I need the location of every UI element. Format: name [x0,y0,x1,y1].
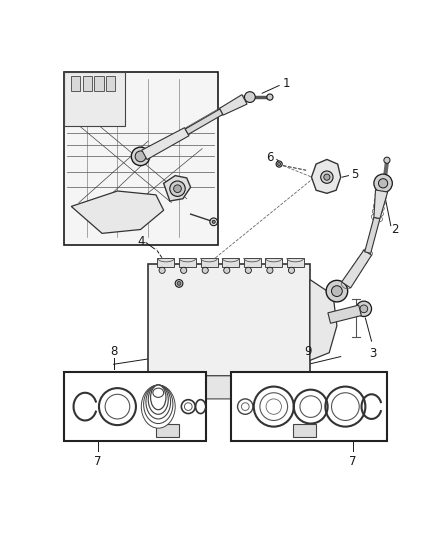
Polygon shape [164,376,294,399]
Polygon shape [310,280,337,360]
Polygon shape [71,191,164,233]
Text: 3: 3 [369,348,377,360]
Circle shape [267,267,273,273]
Bar [94,76,103,91]
Ellipse shape [148,385,168,414]
Polygon shape [164,175,191,201]
Polygon shape [374,190,388,219]
Circle shape [210,218,218,225]
Circle shape [170,181,185,196]
Circle shape [378,179,388,188]
Bar [148,264,310,376]
Circle shape [360,305,367,313]
Bar [83,76,92,91]
Bar [293,424,316,438]
Bar [179,258,196,267]
Circle shape [278,163,281,166]
Circle shape [181,400,195,414]
Circle shape [374,174,392,192]
Polygon shape [342,250,371,288]
Bar [265,258,282,267]
Circle shape [184,403,192,410]
Circle shape [267,94,273,100]
Polygon shape [311,159,341,193]
Bar [244,258,261,267]
Text: 8: 8 [110,345,117,358]
Text: 6: 6 [266,151,274,164]
Polygon shape [219,95,247,115]
Bar [222,258,239,267]
Text: 5: 5 [351,167,358,181]
Circle shape [175,280,183,287]
Polygon shape [365,217,380,253]
Circle shape [288,267,294,273]
Circle shape [159,267,165,273]
Bar [287,258,304,267]
Ellipse shape [141,385,175,428]
Circle shape [384,157,390,163]
Ellipse shape [153,388,164,398]
Polygon shape [142,128,189,159]
Bar [106,76,115,91]
Bar [231,372,387,441]
Circle shape [326,280,348,302]
Text: 7: 7 [350,455,357,468]
Text: 1: 1 [283,77,290,90]
Bar [158,258,174,267]
Ellipse shape [151,385,166,410]
Circle shape [135,151,146,161]
Circle shape [180,267,187,273]
Circle shape [321,171,333,183]
Circle shape [202,267,208,273]
Text: 7: 7 [95,455,102,468]
Bar [71,76,81,91]
Ellipse shape [146,385,170,419]
Circle shape [245,267,251,273]
Polygon shape [64,71,125,126]
Polygon shape [328,305,361,324]
Circle shape [212,220,215,223]
Circle shape [324,174,330,180]
Text: 2: 2 [392,223,399,236]
Bar [64,372,206,441]
Circle shape [177,281,181,285]
Circle shape [332,286,342,296]
Circle shape [131,147,150,166]
Bar [156,424,179,438]
Circle shape [356,301,371,317]
Circle shape [173,185,181,192]
Text: 9: 9 [305,345,312,358]
Polygon shape [185,109,223,134]
Circle shape [276,161,282,167]
Bar [64,71,218,245]
Bar [201,258,218,267]
Ellipse shape [144,385,173,424]
Text: 4: 4 [137,235,145,247]
Circle shape [244,92,255,102]
Circle shape [224,267,230,273]
